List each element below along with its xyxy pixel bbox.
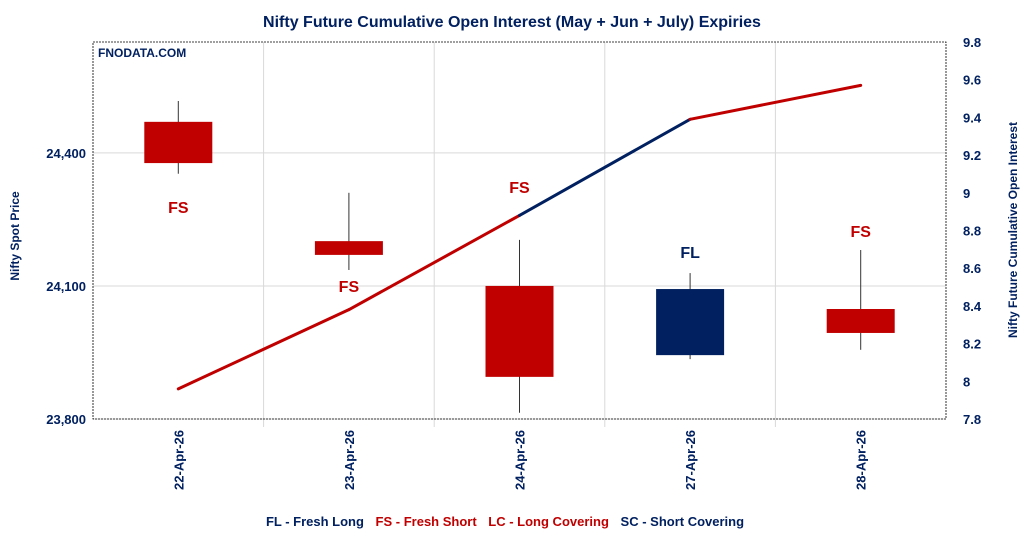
x-axis: 22-Apr-26 23-Apr-26 24-Apr-26 27-Apr-26 28-A… xyxy=(171,430,868,490)
y-tick-right: 8.6 xyxy=(963,261,981,276)
candle-tag: FS xyxy=(850,224,871,241)
y-tick-right: 8 xyxy=(963,374,970,389)
y-axis-left-label: Nifty Spot Price xyxy=(8,191,22,281)
y-tick-right: 9.2 xyxy=(963,148,981,163)
candle-tags: FS FS FS FL FS xyxy=(168,180,871,296)
y-axis-right-label: Nifty Future Cumulative Open Interest xyxy=(1006,122,1020,338)
x-tick-label: 24-Apr-26 xyxy=(513,430,528,490)
oi-line-segment xyxy=(176,308,351,391)
legend-lc: LC - Long Covering xyxy=(488,514,609,529)
legend-fs: FS - Fresh Short xyxy=(376,514,478,529)
candle-tag: FS xyxy=(339,279,360,296)
candle-body xyxy=(144,121,213,164)
y-tick-left: 24,400 xyxy=(46,146,86,161)
oi-line-segment xyxy=(518,117,692,217)
x-tick-label: 28-Apr-26 xyxy=(854,430,869,490)
x-tick-label: 22-Apr-26 xyxy=(171,430,186,490)
x-tick-label: 23-Apr-26 xyxy=(342,430,357,490)
y-tick-right: 8.8 xyxy=(963,224,981,239)
candles xyxy=(144,100,895,413)
oi-line xyxy=(176,83,863,391)
candle-body xyxy=(656,289,725,356)
y-tick-right: 7.8 xyxy=(963,412,981,427)
candle-body xyxy=(826,309,895,333)
candle-tag: FS xyxy=(168,200,189,217)
oi-line-segment xyxy=(347,213,521,312)
y-tick-left: 24,100 xyxy=(46,279,86,294)
y-tick-right: 9.8 xyxy=(963,35,981,50)
y-tick-right: 9.4 xyxy=(963,110,982,125)
y-tick-right: 8.2 xyxy=(963,337,981,352)
y-tick-left: 23,800 xyxy=(46,412,86,427)
y-axis-right: 7.8 8 8.2 8.4 8.6 8.8 9 9.2 9.4 9.6 9.8 xyxy=(963,35,982,427)
y-tick-right: 8.4 xyxy=(963,299,982,314)
chart-title: Nifty Future Cumulative Open Interest (M… xyxy=(263,14,761,31)
watermark: FNODATA.COM xyxy=(98,46,186,60)
candle-tag: FS xyxy=(509,180,530,197)
oi-line-segment xyxy=(688,83,863,121)
y-axis-left: 23,800 24,100 24,400 xyxy=(46,146,86,427)
candle-body xyxy=(485,285,554,377)
x-tick-label: 27-Apr-26 xyxy=(683,430,698,490)
candle-body xyxy=(314,241,383,255)
legend: FL - Fresh Long FS - Fresh Short LC - Lo… xyxy=(266,514,744,529)
y-tick-right: 9.6 xyxy=(963,73,981,88)
legend-sc: SC - Short Covering xyxy=(621,514,745,529)
legend-fl: FL - Fresh Long xyxy=(266,514,364,529)
plot-area-border xyxy=(92,41,947,420)
candle-tag: FL xyxy=(680,245,700,262)
y-tick-right: 9 xyxy=(963,186,970,201)
